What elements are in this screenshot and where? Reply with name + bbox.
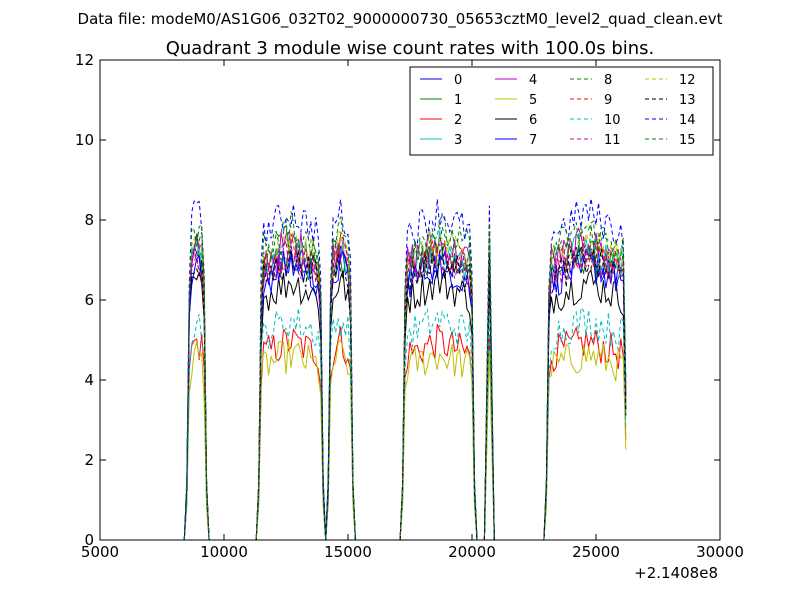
series-layer bbox=[183, 198, 627, 541]
x-tick-label: 10000 bbox=[200, 543, 248, 561]
legend-label-12: 12 bbox=[679, 73, 696, 88]
legend-label-8: 8 bbox=[604, 73, 612, 88]
legend-label-5: 5 bbox=[529, 93, 537, 108]
series-line-15 bbox=[183, 211, 627, 541]
legend-label-13: 13 bbox=[679, 93, 696, 108]
legend-label-3: 3 bbox=[454, 133, 462, 148]
legend-label-11: 11 bbox=[604, 133, 621, 148]
figure-suptitle: Data file: modeM0/AS1G06_032T02_90000007… bbox=[78, 10, 723, 29]
x-tick-label: 30000 bbox=[696, 543, 744, 561]
y-tick-label: 8 bbox=[84, 211, 94, 229]
legend-label-2: 2 bbox=[454, 113, 462, 128]
legend-label-15: 15 bbox=[679, 133, 696, 148]
legend-label-7: 7 bbox=[529, 133, 537, 148]
legend-label-14: 14 bbox=[679, 113, 696, 128]
legend-frame bbox=[409, 66, 714, 156]
legend-label-9: 9 bbox=[604, 93, 612, 108]
y-tick-label: 4 bbox=[84, 371, 94, 389]
legend-label-0: 0 bbox=[454, 73, 462, 88]
y-tick-label: 0 bbox=[84, 531, 94, 549]
x-offset-label: +2.1408e8 bbox=[634, 564, 718, 582]
y-tick-label: 6 bbox=[84, 291, 94, 309]
x-tick-label: 20000 bbox=[448, 543, 496, 561]
chart-title: Quadrant 3 module wise count rates with … bbox=[166, 38, 655, 59]
y-tick-label: 12 bbox=[75, 51, 94, 69]
y-tick-label: 2 bbox=[84, 451, 94, 469]
legend-label-1: 1 bbox=[454, 93, 462, 108]
legend-label-4: 4 bbox=[529, 73, 537, 88]
x-tick-label: 5000 bbox=[81, 543, 119, 561]
legend-label-6: 6 bbox=[529, 113, 537, 128]
x-tick-label: 25000 bbox=[572, 543, 620, 561]
legend-label-10: 10 bbox=[604, 113, 621, 128]
x-tick-label: 15000 bbox=[324, 543, 372, 561]
y-tick-label: 10 bbox=[75, 131, 94, 149]
